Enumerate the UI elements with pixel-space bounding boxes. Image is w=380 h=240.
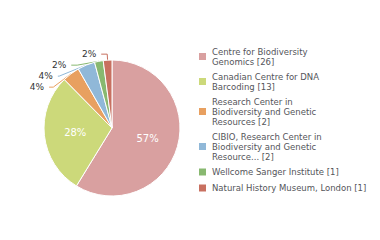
svg-text:2%: 2% [52,60,67,70]
svg-text:Resources [2]: Resources [2] [212,117,270,127]
svg-text:CIBIO, Research Center in: CIBIO, Research Center in [212,132,322,142]
svg-text:Barcoding [13]: Barcoding [13] [212,82,275,92]
svg-text:Canadian Centre for DNA: Canadian Centre for DNA [212,72,319,82]
svg-text:57%: 57% [136,133,158,144]
svg-text:Wellcome Sanger Institute [1]: Wellcome Sanger Institute [1] [212,167,339,177]
svg-text:4%: 4% [30,82,45,92]
svg-text:Centre for Biodiversity: Centre for Biodiversity [212,47,308,57]
svg-text:Research Center in: Research Center in [212,97,293,107]
svg-text:Biodiversity and Genetic: Biodiversity and Genetic [212,142,317,152]
svg-text:2%: 2% [82,49,97,59]
svg-text:4%: 4% [39,71,54,81]
svg-text:28%: 28% [64,127,86,138]
svg-text:Biodiversity and Genetic: Biodiversity and Genetic [212,107,317,117]
svg-text:Genomics [26]: Genomics [26] [212,57,274,67]
svg-text:Natural History Museum, London: Natural History Museum, London [1] [212,183,366,193]
svg-text:Resource... [2]: Resource... [2] [212,152,274,162]
